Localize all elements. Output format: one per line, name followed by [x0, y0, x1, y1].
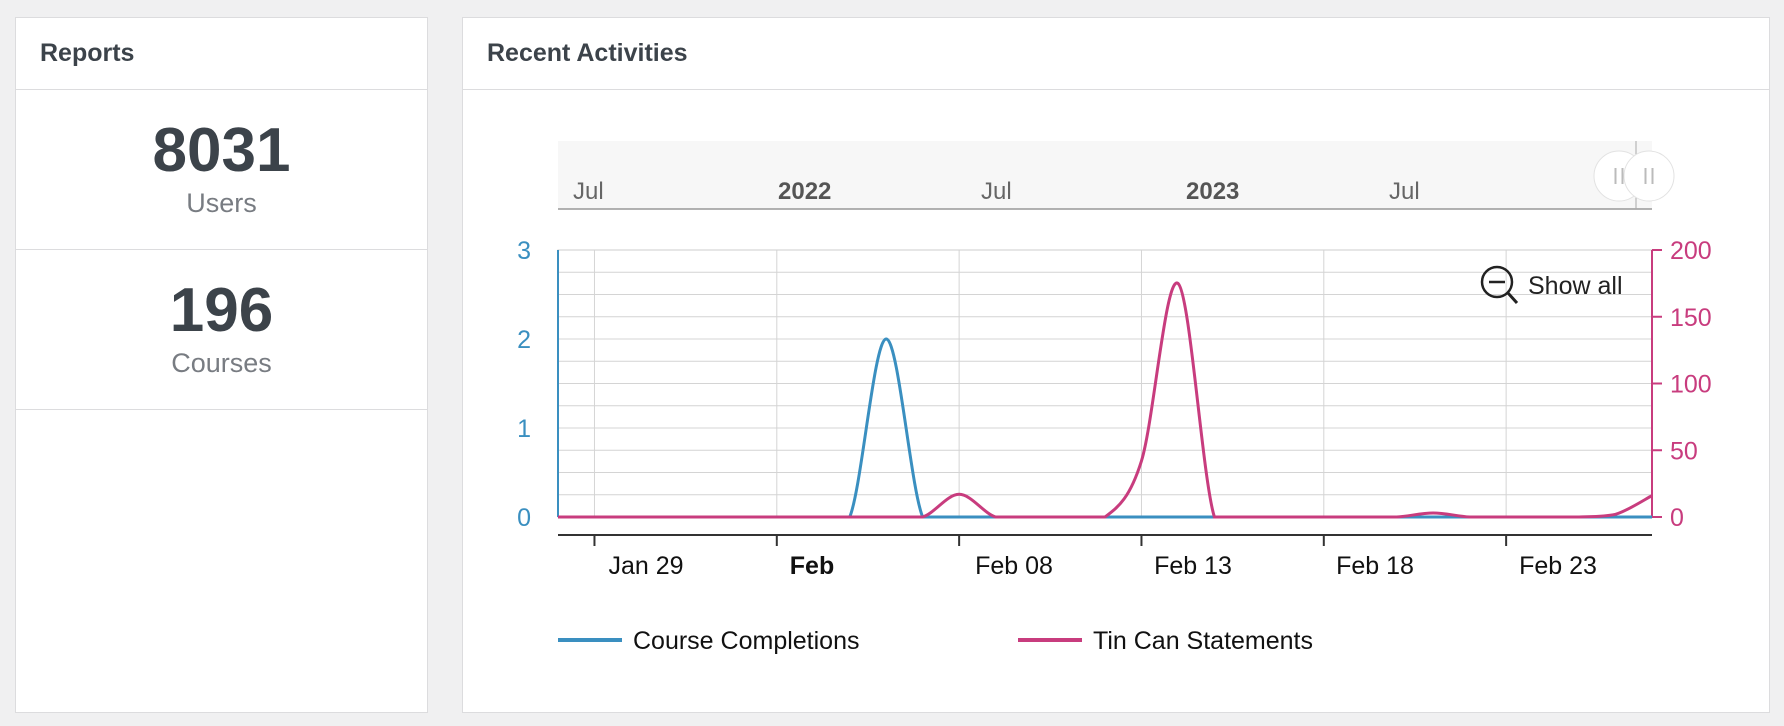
courses-stat: 196 Courses — [16, 250, 427, 410]
y-right-tick-label: 0 — [1670, 504, 1684, 532]
navigator-label: 2023 — [1186, 178, 1239, 205]
x-tick-label: Jan 29 — [608, 552, 683, 580]
legend-item[interactable]: Tin Can Statements — [1018, 627, 1313, 655]
reports-panel: Reports 8031 Users 196 Courses — [15, 17, 428, 713]
recent-activities-panel: Recent Activities — [462, 17, 1770, 713]
x-tick-label: Feb 23 — [1519, 552, 1597, 580]
users-stat: 8031 Users — [16, 90, 427, 250]
navigator-background — [558, 141, 1652, 209]
navigator-labels: Jul 2022 Jul 2023 Jul — [573, 178, 1420, 205]
navigator-label: 2022 — [778, 178, 831, 205]
x-tick-label: Feb — [790, 552, 834, 580]
x-tick-label: Feb 13 — [1154, 552, 1232, 580]
show-all-label: Show all — [1528, 272, 1623, 300]
chart-grid — [557, 249, 1653, 518]
legend-item[interactable]: Course Completions — [558, 627, 860, 655]
series-group — [558, 281, 1653, 519]
chart-legend[interactable]: Course Completions Tin Can Statements — [558, 627, 1313, 655]
y-left-tick-label: 3 — [517, 237, 531, 265]
y-right-tick-label: 50 — [1670, 437, 1698, 465]
x-tick-label: Feb 08 — [975, 552, 1053, 580]
y-left-tick-label: 0 — [517, 504, 531, 532]
y-right-tick-label: 100 — [1670, 371, 1712, 399]
navigator-label: Jul — [1389, 178, 1420, 205]
y-right-tick-label: 200 — [1670, 237, 1712, 265]
y-axis-right: 0 50 100 150 200 — [1651, 237, 1712, 532]
users-count: 8031 — [152, 116, 291, 185]
courses-count: 196 — [169, 276, 274, 345]
zoom-out-icon — [1480, 265, 1514, 299]
navigator-right-handle[interactable] — [1623, 150, 1675, 202]
x-tick-label: Feb 18 — [1336, 552, 1414, 580]
legend-label: Course Completions — [633, 627, 860, 655]
y-left-tick-label: 2 — [517, 326, 531, 354]
navigator-label: Jul — [573, 178, 604, 205]
legend-label: Tin Can Statements — [1093, 627, 1313, 655]
courses-label: Courses — [171, 348, 272, 378]
users-label: Users — [186, 188, 257, 218]
series-line — [558, 281, 1653, 519]
show-all-button[interactable]: Show all — [1480, 265, 1623, 305]
recent-activities-title: Recent Activities — [463, 18, 1769, 90]
y-axis-left: 0 1 2 3 — [517, 237, 531, 532]
chart-navigator[interactable]: Jul 2022 Jul 2023 Jul — [558, 141, 1675, 210]
y-left-tick-label: 1 — [517, 415, 531, 443]
navigator-label: Jul — [981, 178, 1012, 205]
reports-title: Reports — [16, 18, 427, 90]
y-right-tick-label: 150 — [1670, 304, 1712, 332]
x-axis: Jan 29 Feb Feb 08 Feb 13 Feb 18 Feb 23 — [558, 534, 1652, 580]
